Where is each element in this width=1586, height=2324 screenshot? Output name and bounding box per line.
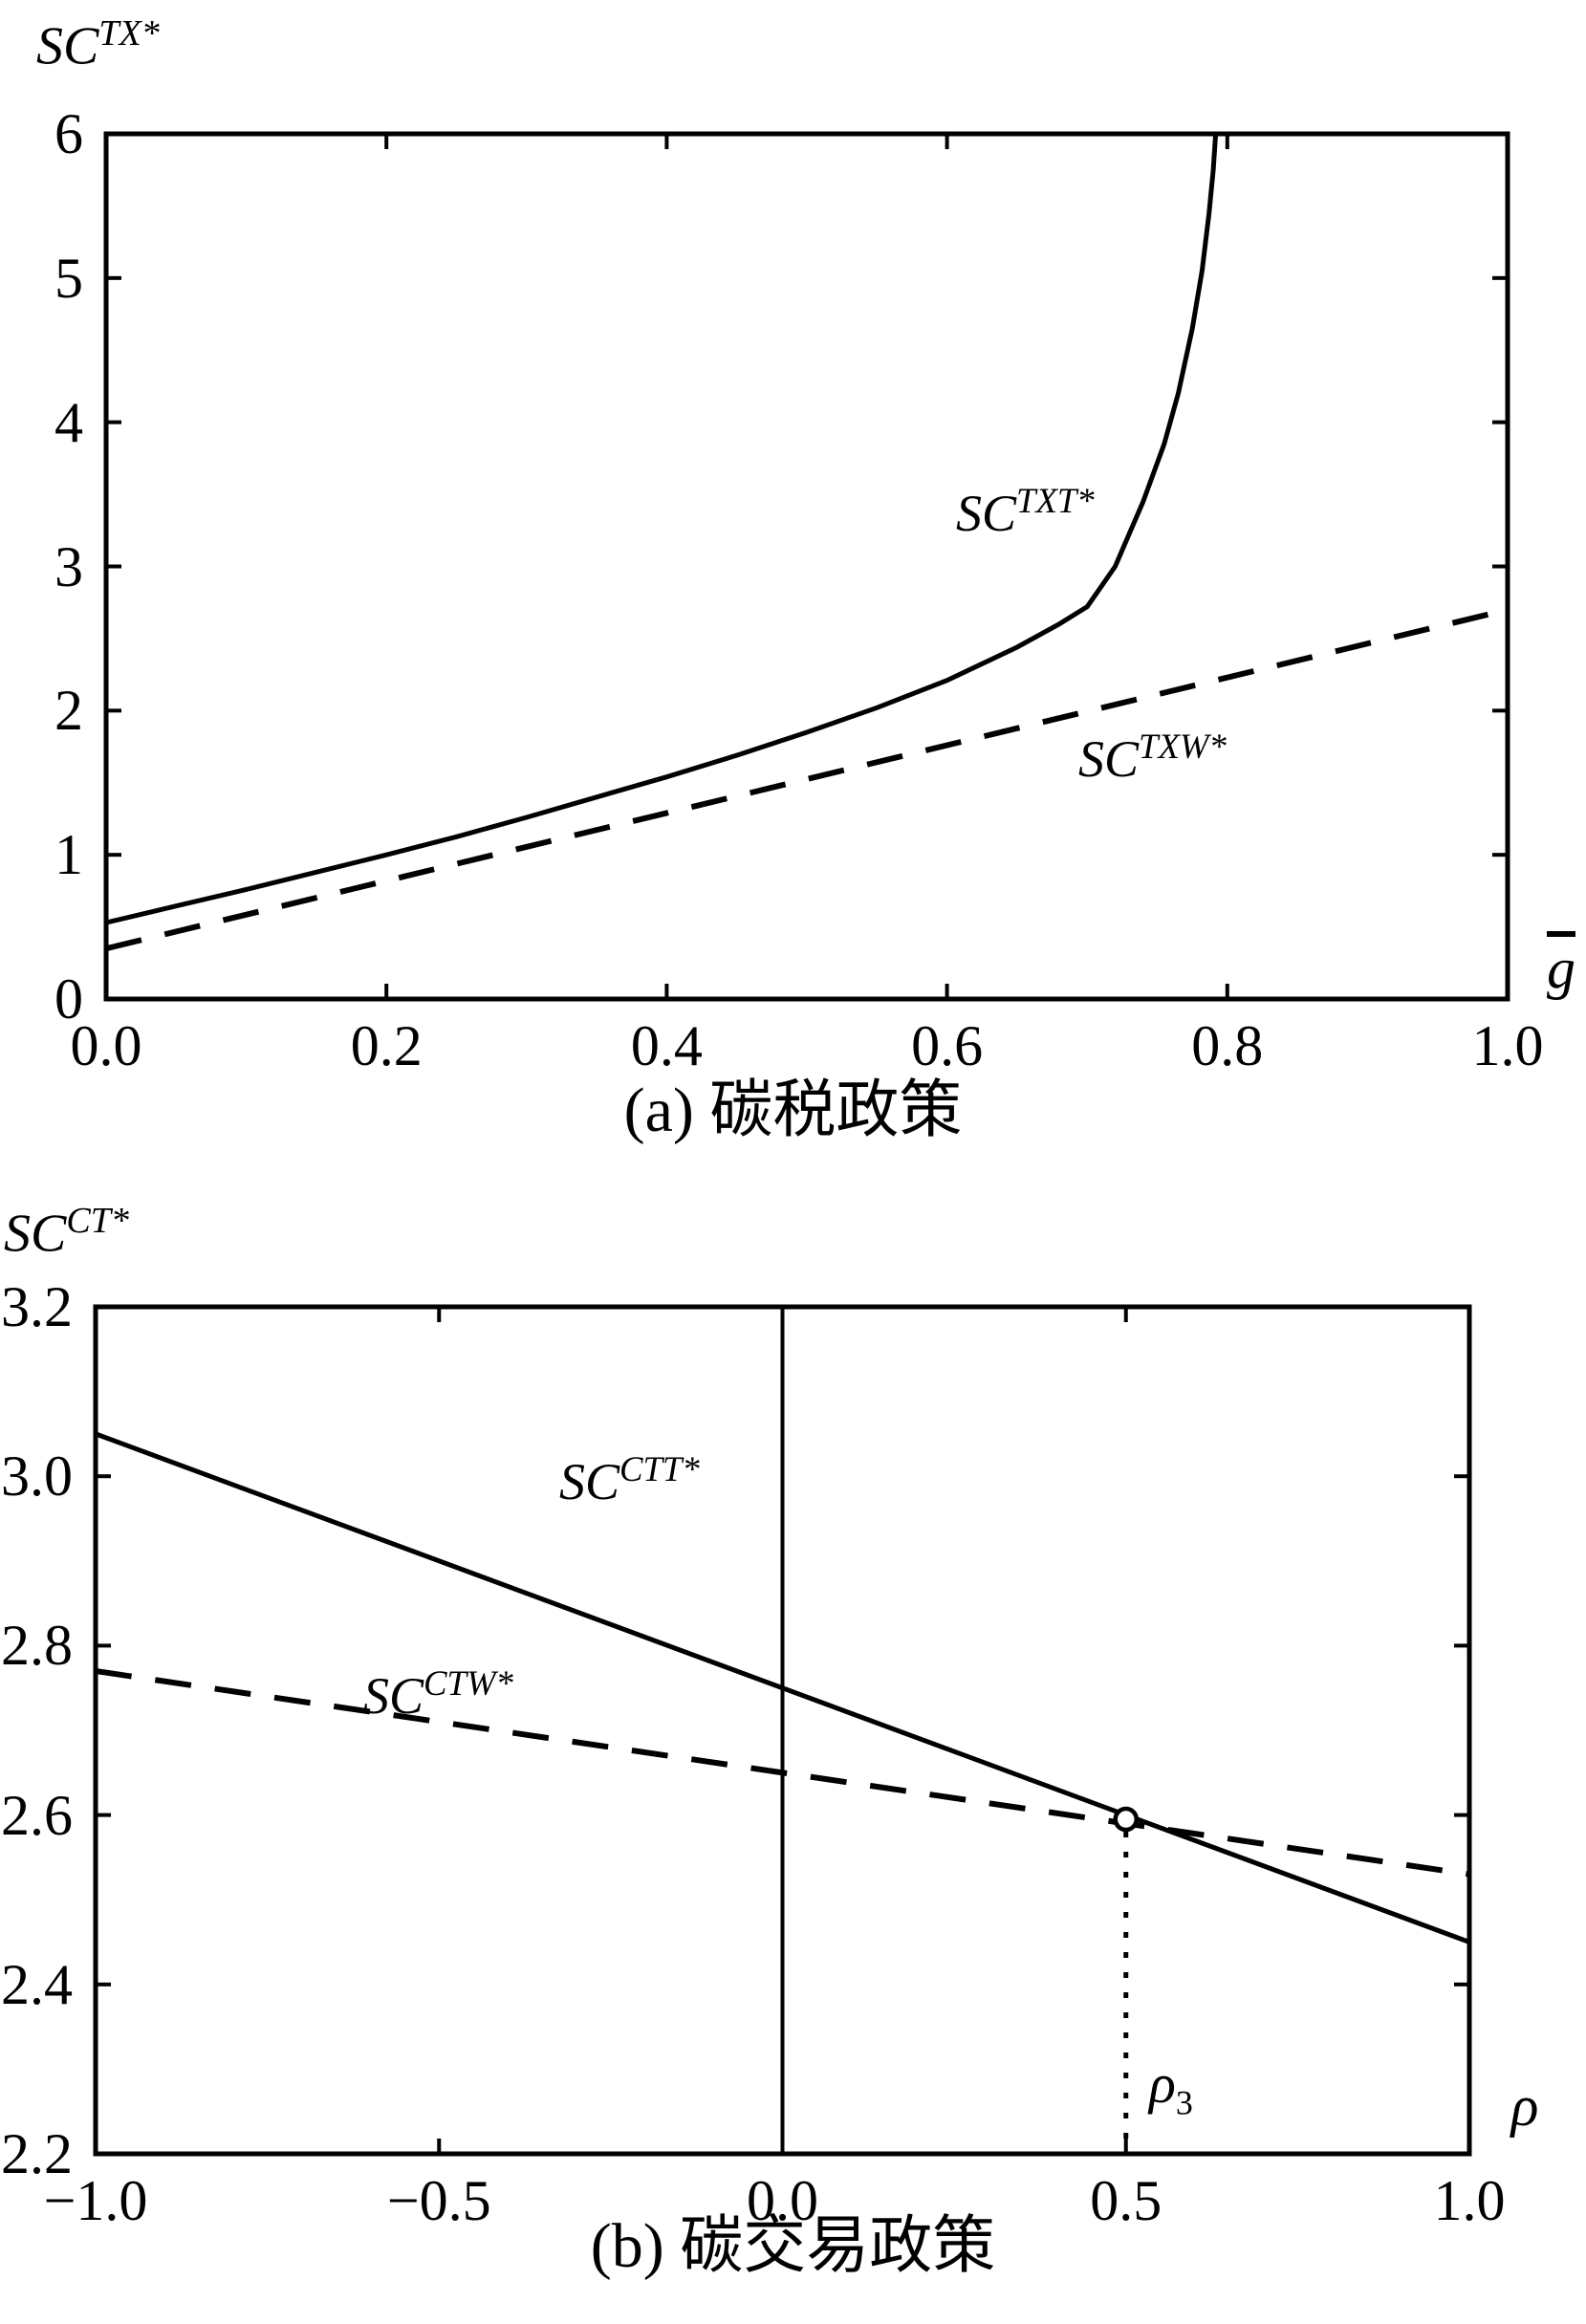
panel-b-y-axis-title-base: SC <box>4 1204 67 1264</box>
panel-b-solid-series-label-base: SC <box>559 1453 620 1510</box>
panel-a-dashed-series-label: SCTXW* <box>1078 728 1227 787</box>
panel-a-y-axis-title: SCTX* <box>36 13 160 76</box>
panel_b-series-dashed <box>96 1668 1469 1878</box>
panel_b-y-tick-label: 2.8 <box>1 1614 73 1678</box>
panel_a-y-tick-label: 5 <box>54 246 83 310</box>
panel_b-y-tick-label: 3.2 <box>1 1275 73 1338</box>
panel-b-x-axis-title: ρ <box>1487 2076 1563 2137</box>
panel-a-caption: (a) 碳税政策 <box>623 1075 963 1145</box>
panel-a-dashed-series-label-base: SC <box>1078 730 1140 788</box>
panel_a-x-tick-label: 0.6 <box>911 1014 984 1077</box>
panel-b-solid-series-label: SCCTT* <box>559 1449 700 1510</box>
panel_b-series-solid <box>96 1431 1469 1944</box>
panel-b-x-axis-title-base: ρ <box>1510 2074 1539 2138</box>
panel_a-x-tick-label: 0.2 <box>350 1014 423 1077</box>
panel-b-intersection-label-sub: 3 <box>1175 2083 1193 2122</box>
panel_a-x-tick-label: 0.8 <box>1191 1014 1264 1077</box>
panel_a-series-dashed <box>106 606 1508 952</box>
panel_a-plot-box <box>103 131 1510 1002</box>
panel_b-y-tick-label: 2.4 <box>1 1952 73 2016</box>
panel_a-y-tick-label: 6 <box>54 102 83 165</box>
panel-b-solid-series-label-sup: CTT* <box>619 1449 700 1488</box>
panel_b-y-tick-label: 2.2 <box>1 2122 73 2185</box>
panel-a-x-axis-title-base: g <box>1547 937 1575 1000</box>
intersection-marker <box>1113 1806 1139 1833</box>
panel-b-intersection-label-base: ρ <box>1149 2053 1176 2115</box>
panel_b-x-tick-label: 1.0 <box>1433 2169 1506 2232</box>
panel_a-y-tick-label: 1 <box>54 823 83 887</box>
panel_a-y-tick-label: 2 <box>54 679 83 743</box>
panel_b-x-tick-label: −1.0 <box>43 2169 148 2232</box>
panel-a-x-axis-title: g <box>1528 939 1586 999</box>
panel_a-series-solid <box>106 134 1219 925</box>
panel-b-dashed-series-label: SCCTW* <box>363 1663 513 1725</box>
panel_b-y-tick-label: 2.6 <box>1 1783 73 1847</box>
panel-a-solid-series-label: SCTXT* <box>956 481 1095 542</box>
panel_b-x-tick-label: 0.0 <box>747 2169 818 2232</box>
panel_b-y-tick-label: 3.0 <box>1 1444 73 1509</box>
panel_b-x-tick-label: −0.5 <box>386 2169 491 2232</box>
panel_a-y-tick-label: 3 <box>54 534 83 598</box>
panel-a-y-axis-title-base: SC <box>36 16 99 76</box>
panel-b-dashed-series-label-sup: CTW* <box>424 1663 513 1703</box>
panel-b-intersection-label: ρ3 <box>1149 2053 1193 2122</box>
panel-a-y-axis-title-sup: TX* <box>98 13 160 54</box>
panel-a-solid-series-label-base: SC <box>956 485 1017 542</box>
panel-b-y-axis-title-sup: CT* <box>66 1201 129 1241</box>
panel-b-y-axis-title: SCCT* <box>4 1201 129 1264</box>
panel_a-y-tick-label: 4 <box>54 390 83 454</box>
panel-b-caption: (b) 碳交易政策 <box>590 2211 996 2281</box>
panel-a-solid-series-label-sup: TXT* <box>1016 481 1095 520</box>
panel_a-x-tick-label: 0.0 <box>70 1014 142 1077</box>
panel_b-x-tick-label: 0.5 <box>1090 2169 1162 2232</box>
panel-a-dashed-series-label-sup: TXW* <box>1139 727 1227 766</box>
panel-b-dashed-series-label-base: SC <box>363 1667 424 1725</box>
panel_a-x-tick-label: 1.0 <box>1471 1014 1544 1077</box>
panel_a-x-tick-label: 0.4 <box>630 1014 703 1077</box>
panel_a-y-tick-label: 0 <box>54 967 83 1031</box>
